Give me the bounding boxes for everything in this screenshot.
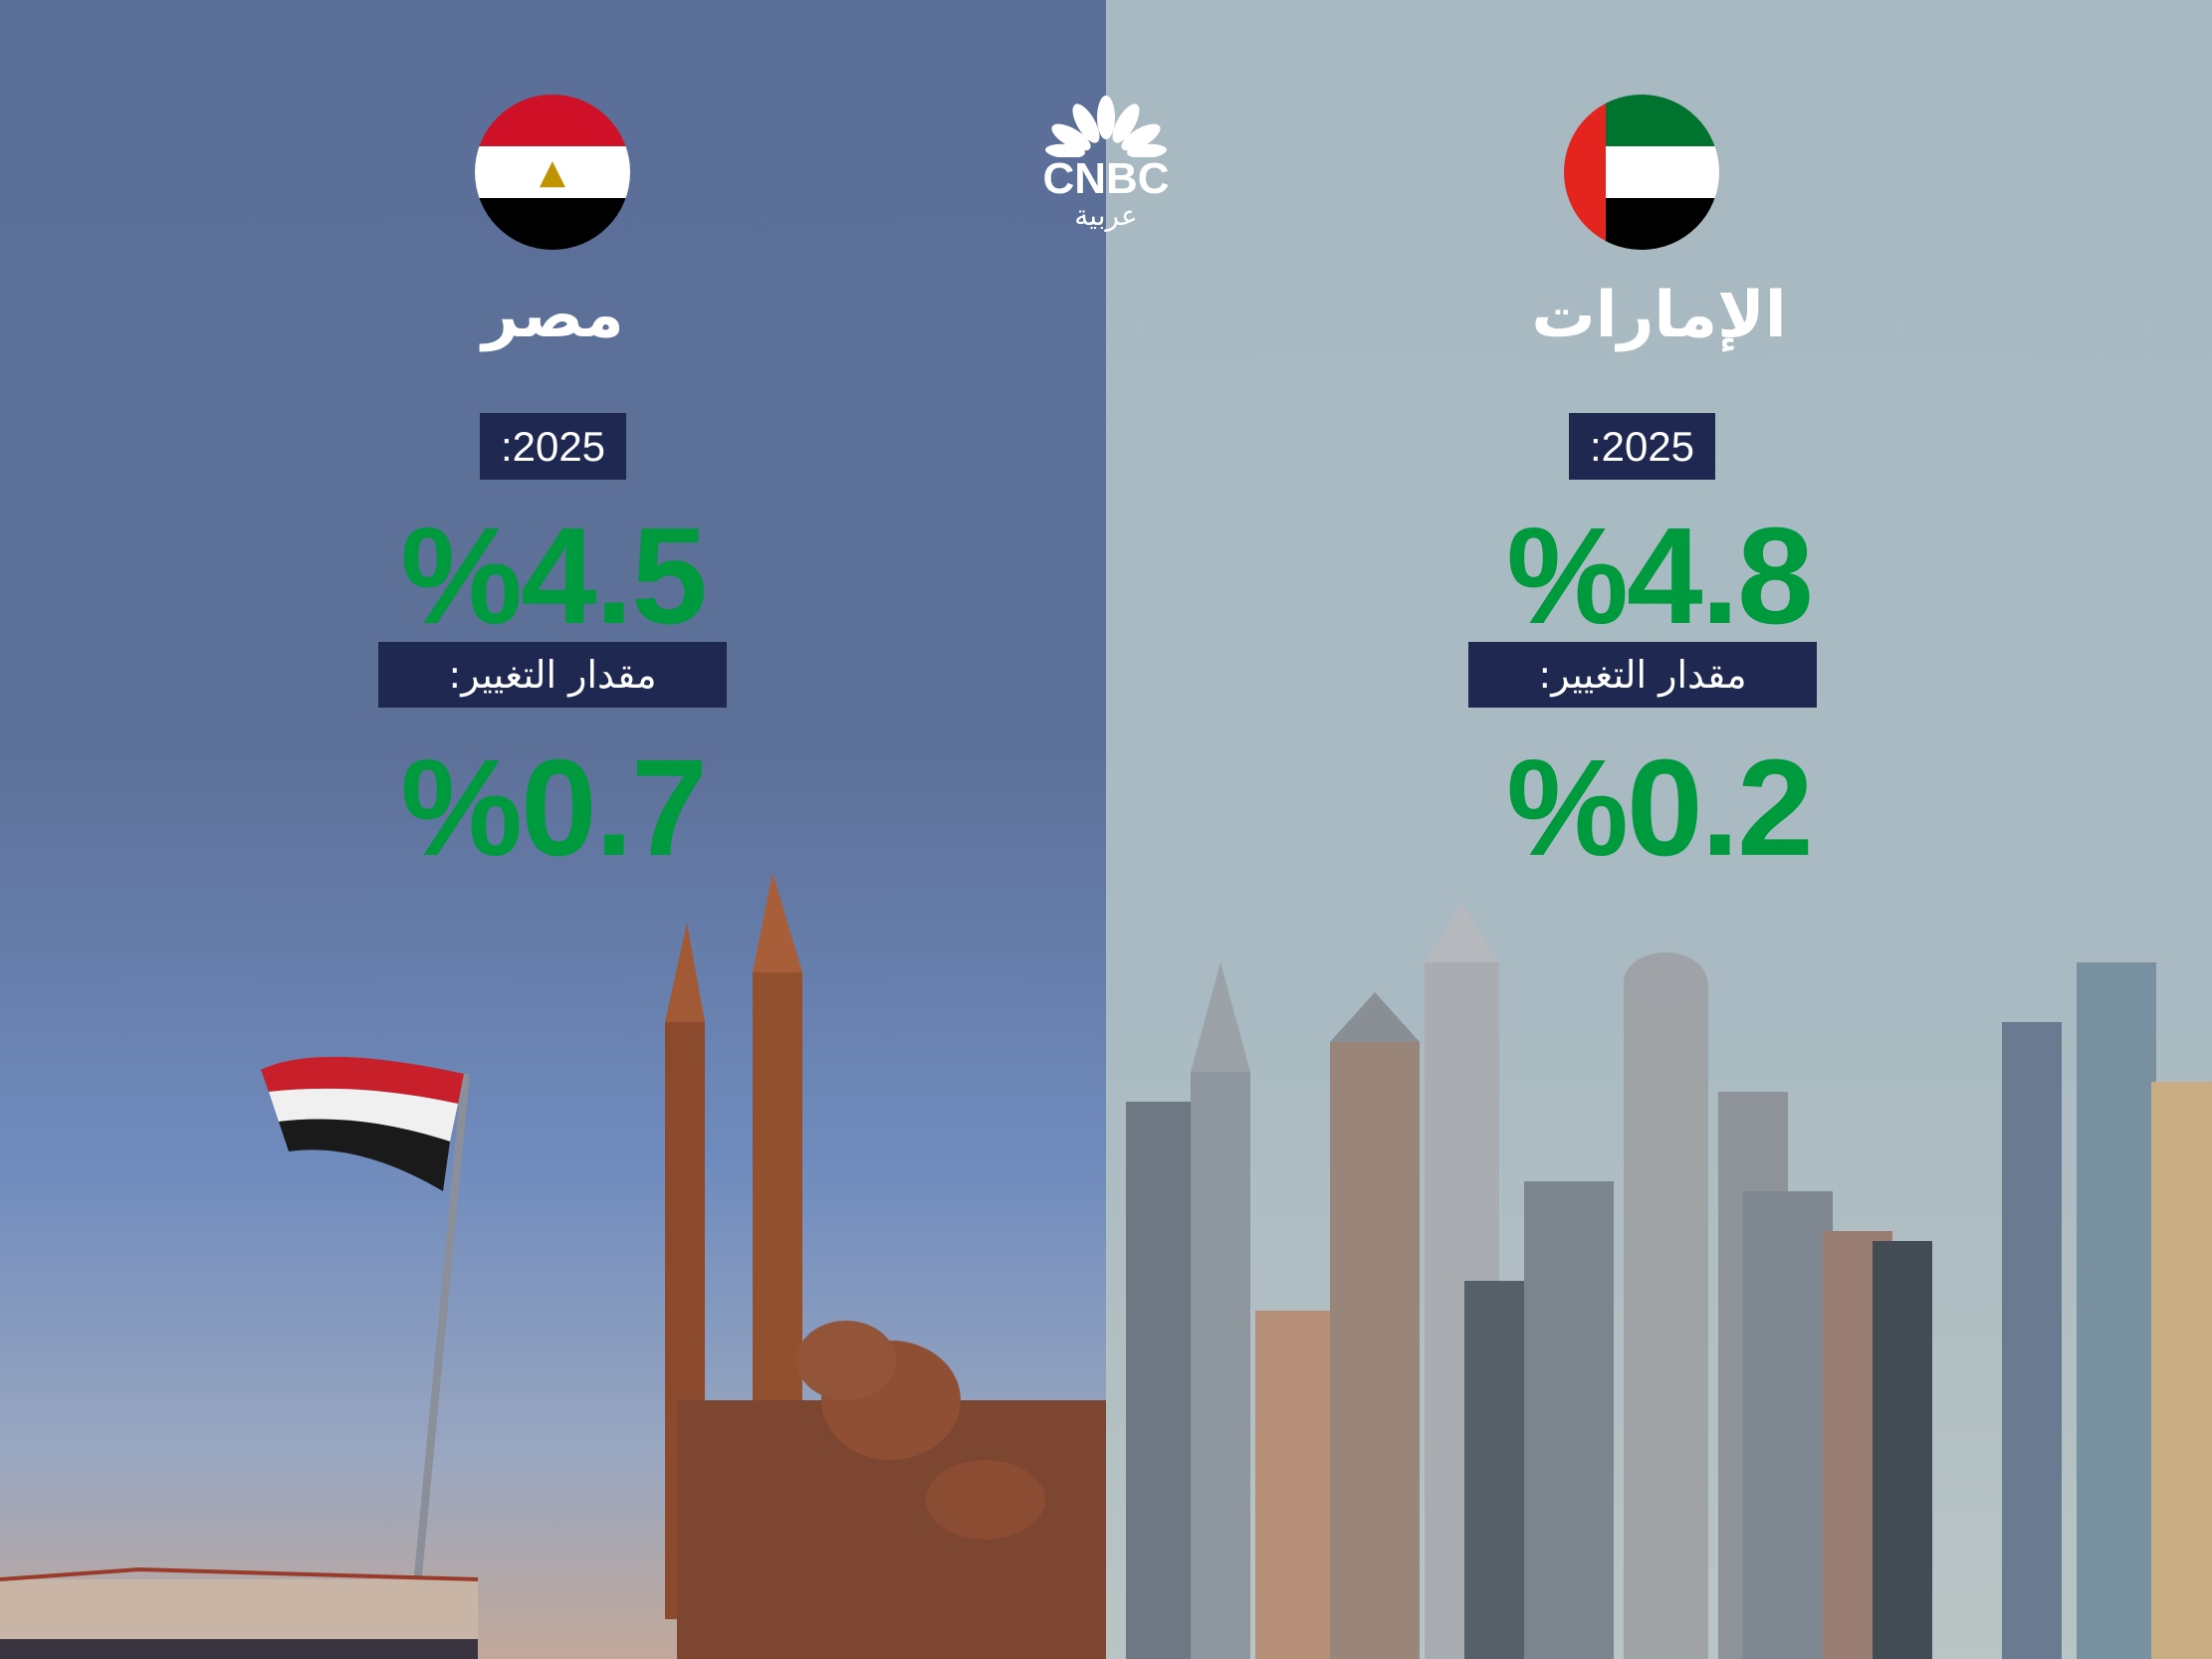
egypt-value: %4.5 — [400, 500, 708, 653]
egypt-year-label: :2025 — [480, 413, 626, 480]
egypt-change-label: مقدار التغيير: — [378, 642, 727, 708]
logo-subtitle: عربية — [1074, 199, 1138, 232]
uae-year-label: :2025 — [1569, 413, 1715, 480]
egypt-title: مصر — [482, 279, 624, 352]
uae-flag-icon — [1564, 95, 1719, 250]
egypt-panel — [0, 0, 1106, 1659]
uae-title: الإمارات — [1531, 279, 1787, 352]
uae-panel — [1106, 0, 2212, 1659]
logo-brand: CNBC — [1042, 154, 1170, 203]
uae-change-value: %0.2 — [1506, 731, 1814, 885]
peacock-icon — [1045, 96, 1167, 159]
uae-value: %4.8 — [1506, 500, 1814, 653]
cnbc-arabia-logo: CNBC عربية — [1026, 96, 1186, 245]
egypt-change-value: %0.7 — [400, 731, 708, 885]
egypt-mosque-photo — [0, 873, 1106, 1659]
egypt-flag-icon: ▲ — [475, 95, 630, 250]
waving-egypt-flag — [261, 1056, 464, 1191]
uae-change-label: مقدار التغيير: — [1468, 642, 1817, 708]
dubai-skyline-photo — [1126, 903, 2212, 1659]
